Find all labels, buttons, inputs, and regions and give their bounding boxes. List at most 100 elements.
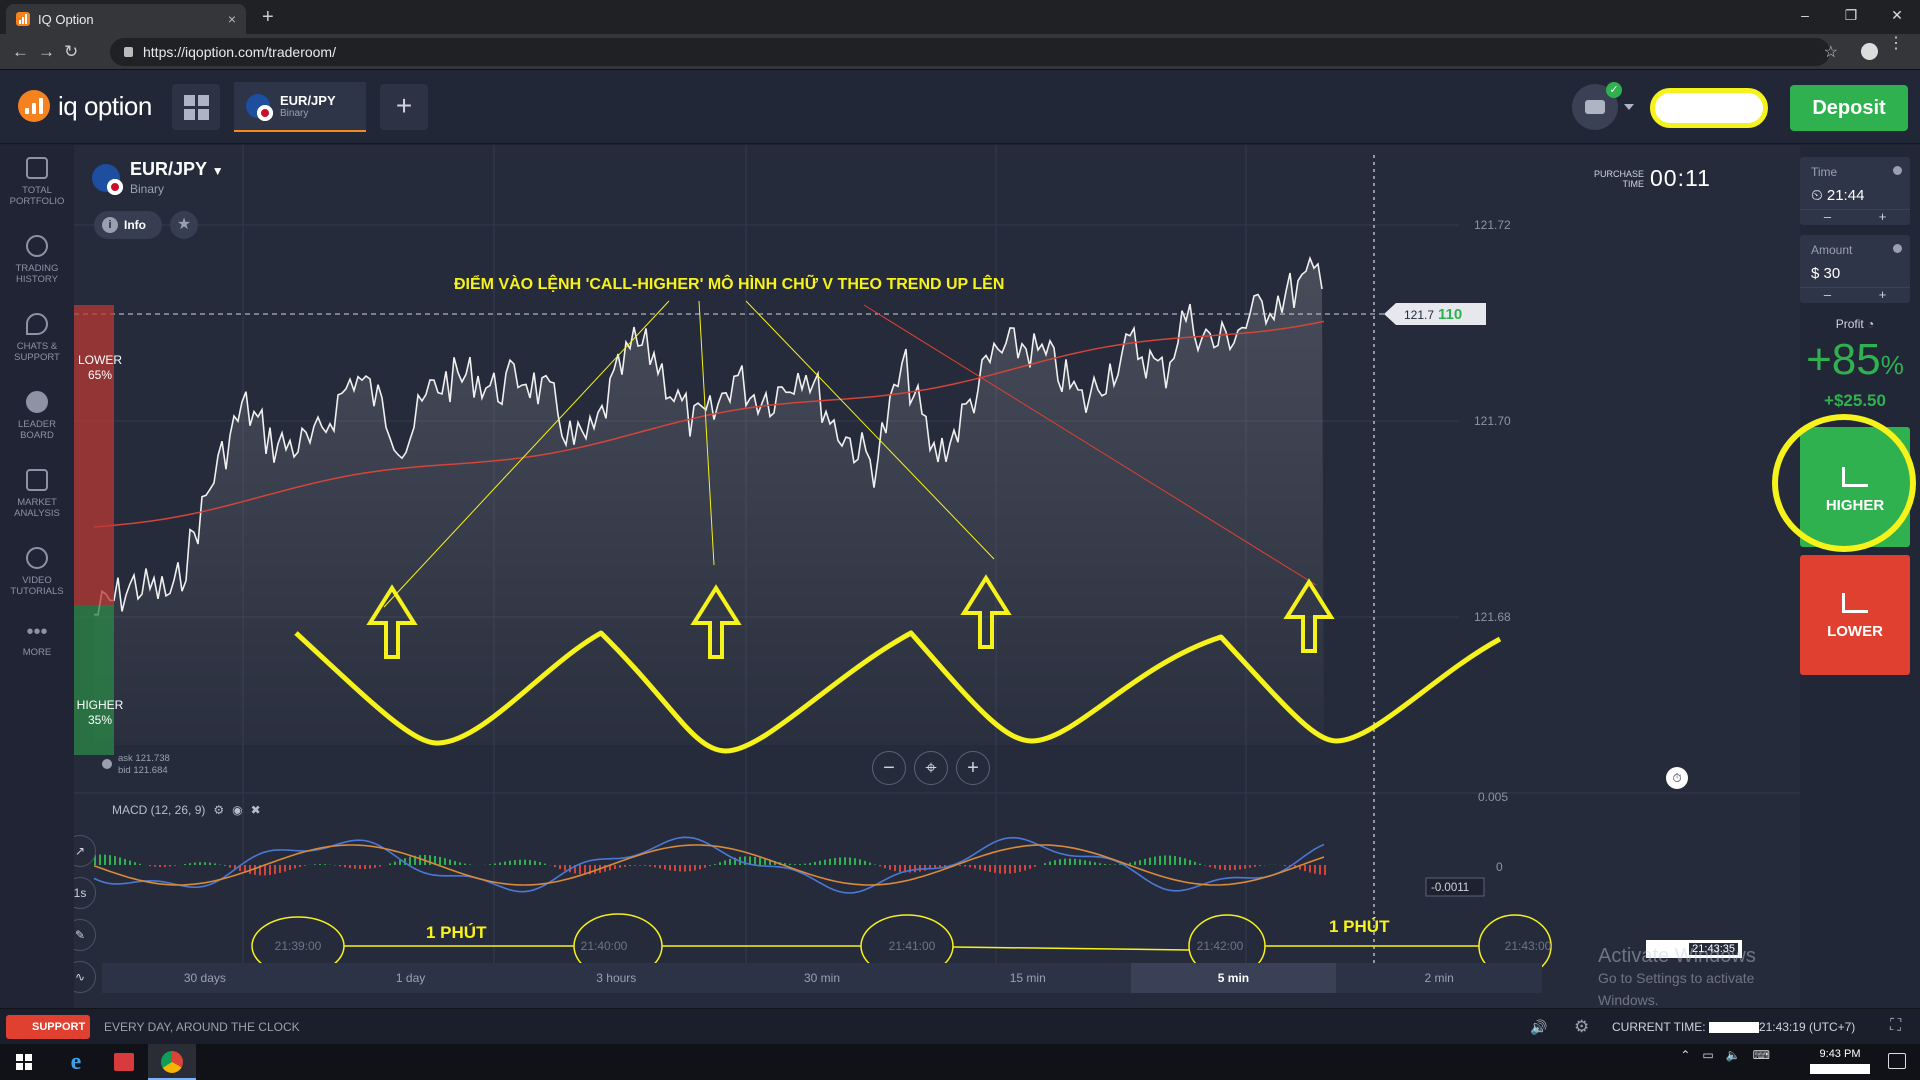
browser-tab[interactable]: IQ Option × <box>6 4 246 34</box>
close-tab-icon[interactable]: × <box>227 11 236 27</box>
candle-time-button[interactable]: 1s <box>74 877 96 909</box>
bookmark-star-icon[interactable]: ☆ <box>1823 44 1838 61</box>
camera-icon[interactable]: ✓ <box>1572 82 1622 130</box>
macd-histogram-bar <box>469 864 471 865</box>
forward-icon[interactable]: → <box>38 42 55 61</box>
macd-histogram-bar <box>809 862 811 865</box>
price-chart[interactable]: 121.72 121.70 121.68 0.005 0 21:39:00 21… <box>74 145 1800 1013</box>
browser-menu-icon[interactable]: ⋮ <box>1888 35 1904 52</box>
macd-histogram-bar <box>929 865 931 870</box>
help-icon: ◔ <box>1867 317 1875 331</box>
macd-histogram-bar <box>1149 857 1151 865</box>
amount-label: Amount <box>1811 243 1853 257</box>
lower-button[interactable]: LOWER <box>1800 555 1910 675</box>
timeframe-0[interactable]: 30 days <box>183 971 226 985</box>
timeframe-6[interactable]: 2 min <box>1424 971 1454 985</box>
sidebar-item-portfolio[interactable]: TOTAL PORTFOLIO <box>0 157 74 207</box>
taskbar-clock[interactable]: 9:43 PM <box>1810 1046 1870 1074</box>
eye-icon[interactable]: ◉ <box>232 803 243 817</box>
amount-field[interactable]: Amount $ 30 – + <box>1800 235 1910 303</box>
volume-icon[interactable]: 🔈 <box>1725 1048 1741 1062</box>
iq-option-logo[interactable]: iq option <box>18 90 152 122</box>
windows-start-icon[interactable] <box>0 1044 48 1080</box>
info-button[interactable]: i Info <box>94 211 162 239</box>
sidebar-label: ANALYSIS <box>14 508 60 519</box>
profile-icon[interactable] <box>1861 43 1878 60</box>
browser-tab-strip: IQ Option × + – ❐ ✕ <box>0 0 1920 34</box>
amount-minus-button[interactable]: – <box>1823 287 1832 302</box>
settings-gear-icon[interactable]: ⚙ <box>213 803 225 817</box>
macd-histogram-bar <box>299 865 301 868</box>
macd-histogram-bar <box>1049 861 1051 865</box>
tray-expand-icon[interactable]: ⌃ <box>1680 1048 1691 1062</box>
macd-histogram-bar <box>789 863 791 865</box>
expiry-time-field[interactable]: Time ⏲ 21:44 – + <box>1800 157 1910 225</box>
zoom-out-button[interactable]: − <box>872 751 906 785</box>
sidebar-item-video[interactable]: VIDEO TUTORIALS <box>0 547 74 597</box>
close-icon[interactable]: ✖ <box>250 803 261 817</box>
sidebar-label: LEADER <box>17 419 56 430</box>
add-asset-button[interactable]: + <box>380 84 428 130</box>
macd-histogram-bar <box>684 865 686 872</box>
sidebar-item-market[interactable]: MARKET ANALYSIS <box>0 469 74 519</box>
new-tab-button[interactable]: + <box>262 6 274 28</box>
volume-icon[interactable]: 🔊 <box>1530 1019 1548 1035</box>
zoom-in-button[interactable]: + <box>956 751 990 785</box>
sidebar-item-leaderboard[interactable]: LEADER BOARD <box>0 391 74 441</box>
settings-gear-icon[interactable]: ⚙ <box>1574 1017 1590 1036</box>
chart-area[interactable]: 121.72 121.70 121.68 0.005 0 21:39:00 21… <box>74 145 1800 1013</box>
sidebar-item-history[interactable]: TRADING HISTORY <box>0 235 74 285</box>
profit-header: Profit ◔ <box>1800 317 1910 331</box>
notification-icon[interactable] <box>1888 1053 1906 1069</box>
macd-histogram-bar <box>1139 860 1141 865</box>
asset-selector[interactable]: EUR/JPY ▼ Binary <box>92 159 224 196</box>
internet-explorer-icon[interactable]: e <box>70 1049 82 1075</box>
asset-tab-eur-jpy[interactable]: EUR/JPY Binary <box>234 82 366 132</box>
sidebar-item-chats[interactable]: CHATS & SUPPORT <box>0 313 74 363</box>
macd-histogram-bar <box>119 857 121 865</box>
timeframe-2[interactable]: 3 hours <box>596 971 637 985</box>
higher-button[interactable]: HIGHER <box>1800 427 1910 547</box>
draw-pencil-icon[interactable]: ✎ <box>74 919 96 951</box>
macd-histogram-bar <box>799 864 801 865</box>
timeframe-5[interactable]: 5 min <box>1130 963 1337 993</box>
support-button[interactable]: SUPPORT <box>6 1015 90 1039</box>
chevron-down-icon[interactable] <box>1624 104 1634 115</box>
sidebar-item-more[interactable]: ••• MORE <box>0 622 74 658</box>
deposit-button[interactable]: Deposit <box>1790 85 1908 131</box>
timeframe-1[interactable]: 1 day <box>395 971 426 985</box>
reload-icon[interactable]: ↻ <box>64 42 79 61</box>
store-icon[interactable] <box>100 1044 148 1080</box>
timeframe-3[interactable]: 30 min <box>804 971 841 985</box>
network-icon[interactable]: ▭ <box>1702 1048 1714 1062</box>
chrome-icon[interactable] <box>148 1044 196 1080</box>
macd-histogram-bar <box>134 862 136 865</box>
status-bar: SUPPORT EVERY DAY, AROUND THE CLOCK 🔊 ⚙ … <box>0 1008 1920 1044</box>
close-window-button[interactable]: ✕ <box>1891 7 1903 23</box>
maximize-button[interactable]: ❐ <box>1844 7 1858 23</box>
macd-histogram-bar <box>414 855 416 865</box>
amount-plus-button[interactable]: + <box>1878 287 1887 302</box>
help-icon[interactable] <box>1893 244 1902 253</box>
time-plus-button[interactable]: + <box>1878 209 1887 224</box>
indicators-icon[interactable]: ∿ <box>74 961 96 993</box>
favorite-star-icon[interactable]: ★ <box>170 211 198 239</box>
fullscreen-icon[interactable]: ⛶ <box>1890 1017 1902 1034</box>
account-balance-redacted[interactable] <box>1650 88 1768 128</box>
chart-type-icon[interactable]: ↗ <box>74 835 96 867</box>
macd-histogram-bar <box>534 860 536 865</box>
back-icon[interactable]: ← <box>12 42 29 61</box>
keyboard-icon[interactable]: ⌨ <box>1752 1048 1770 1062</box>
macd-histogram-bar <box>454 861 456 865</box>
macd-histogram-bar <box>704 865 706 868</box>
url-input[interactable]: https://iqoption.com/traderoom/ <box>110 38 1830 66</box>
time-tick: 21:42:00 <box>1197 939 1244 953</box>
macd-histogram <box>94 854 1326 876</box>
help-icon[interactable] <box>1893 166 1902 175</box>
timeframe-4[interactable]: 15 min <box>1009 971 1046 985</box>
grid-layout-button[interactable] <box>172 84 220 130</box>
current-price-value: 121.7 <box>1404 308 1434 322</box>
minimize-button[interactable]: – <box>1801 7 1809 23</box>
recenter-button[interactable]: ⌖ <box>914 751 948 785</box>
time-minus-button[interactable]: – <box>1823 209 1832 224</box>
